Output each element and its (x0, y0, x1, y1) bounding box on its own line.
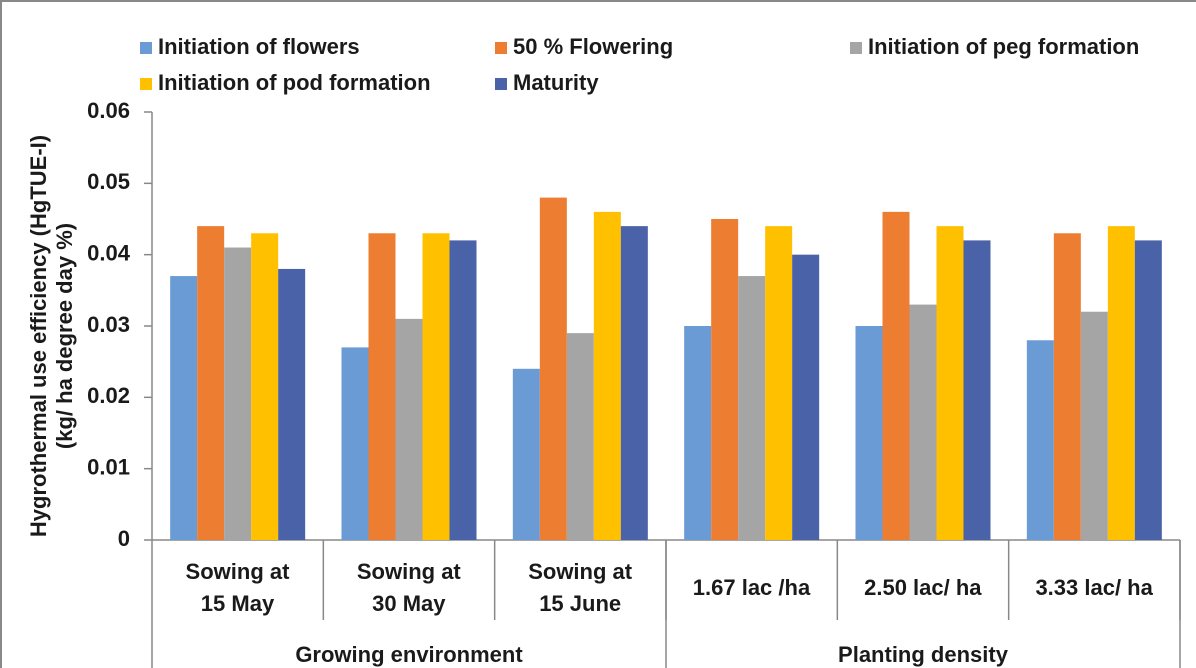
x-tick-label: Sowing at 15 May (185, 559, 290, 616)
legend-swatch (495, 42, 507, 54)
bar (539, 197, 567, 540)
legend-swatch (140, 78, 152, 90)
bar (936, 226, 964, 540)
bar (909, 304, 937, 540)
legend-label: Initiation of pod formation (158, 70, 431, 95)
bar (1053, 233, 1081, 540)
x-tick-label: Sowing at 15 June (528, 559, 633, 616)
y-tick-label: 0.03 (87, 312, 130, 337)
bar (711, 219, 739, 540)
group-label: Growing environment (295, 642, 523, 667)
legend-label: 50 % Flowering (513, 34, 673, 59)
bar (765, 226, 793, 540)
legend-label: Initiation of flowers (158, 34, 360, 59)
legend-swatch (850, 42, 862, 54)
bar (224, 247, 252, 541)
legend-label: Maturity (513, 70, 599, 95)
bar (341, 347, 369, 540)
legend-swatch (495, 78, 507, 90)
y-tick-label: 0.05 (87, 169, 130, 194)
bar (593, 211, 621, 540)
bar (1134, 240, 1162, 540)
bar (684, 326, 712, 540)
bar (368, 233, 396, 540)
bar (963, 240, 991, 540)
bar (882, 211, 910, 540)
bar (278, 268, 306, 540)
x-tick-label: 2.50 lac/ ha (864, 575, 982, 600)
bar (620, 226, 648, 540)
bar (251, 233, 279, 540)
y-tick-label: 0.01 (87, 454, 130, 479)
y-tick-label: 0.02 (87, 383, 130, 408)
bar (738, 276, 766, 540)
bar (1107, 226, 1135, 540)
legend-swatch (140, 42, 152, 54)
bar (449, 240, 477, 540)
y-axis-label: Hygrothermal use efficiency (HgTUE-I) (26, 135, 51, 537)
bar (512, 368, 540, 540)
y-tick-label: 0.06 (87, 98, 130, 123)
bar (197, 226, 225, 540)
y-tick-label: 0 (118, 526, 130, 551)
y-tick-label: 0.04 (87, 240, 131, 265)
bar (566, 333, 594, 540)
legend-label: Initiation of peg formation (868, 34, 1139, 59)
bar (1080, 311, 1108, 540)
bar (170, 276, 198, 540)
bar (395, 318, 423, 540)
group-label: Planting density (838, 642, 1009, 667)
x-tick-label: Sowing at 30 May (356, 559, 461, 616)
bar (855, 326, 883, 540)
bar (1026, 340, 1054, 540)
x-tick-label: 3.33 lac/ ha (1035, 575, 1153, 600)
bar (422, 233, 450, 540)
y-axis-label: (kg/ ha degree day %) (52, 223, 77, 449)
bar (792, 254, 820, 540)
x-tick-label: 1.67 lac /ha (692, 575, 811, 600)
